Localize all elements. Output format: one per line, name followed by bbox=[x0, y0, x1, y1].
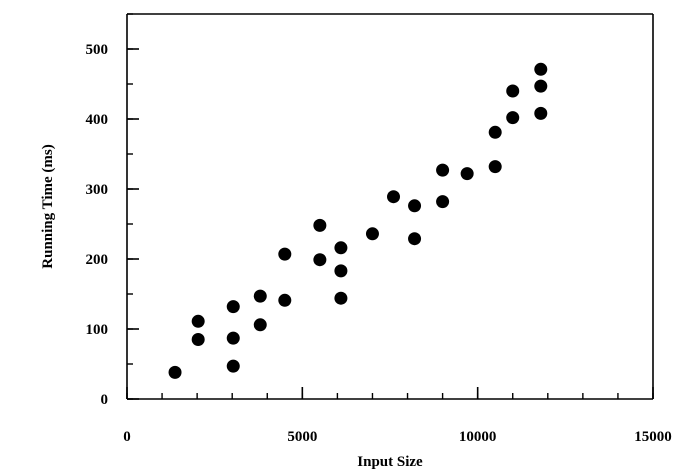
x-tick-label: 0 bbox=[123, 429, 131, 445]
y-axis-title: Running Time (ms) bbox=[40, 144, 56, 268]
data-point bbox=[408, 232, 422, 246]
y-tick-labels: 0 100 200 300 400 500 bbox=[86, 42, 109, 408]
data-points bbox=[168, 62, 548, 379]
y-tick-label: 500 bbox=[86, 42, 109, 58]
y-tick-label: 300 bbox=[86, 182, 109, 198]
data-point bbox=[534, 106, 548, 120]
data-point bbox=[313, 253, 327, 267]
data-point bbox=[534, 62, 548, 76]
data-point bbox=[408, 199, 422, 213]
data-point bbox=[506, 111, 520, 125]
data-point bbox=[278, 247, 292, 261]
data-point bbox=[534, 79, 548, 93]
x-tick-labels: 0 5000 10000 15000 bbox=[123, 429, 672, 445]
data-point bbox=[191, 314, 205, 328]
data-point bbox=[488, 125, 502, 139]
data-point bbox=[313, 218, 327, 232]
y-tick-label: 400 bbox=[86, 112, 109, 128]
x-axis-title: Input Size bbox=[357, 454, 423, 470]
data-point bbox=[226, 331, 240, 345]
x-tick-label: 10000 bbox=[459, 429, 497, 445]
x-tick-label: 5000 bbox=[287, 429, 317, 445]
minor-ticks bbox=[126, 13, 654, 400]
data-point bbox=[488, 160, 502, 174]
data-point bbox=[334, 241, 348, 255]
data-point bbox=[168, 365, 182, 379]
y-tick-label: 200 bbox=[86, 252, 109, 268]
data-point bbox=[226, 300, 240, 314]
data-point bbox=[436, 163, 450, 177]
data-point bbox=[334, 291, 348, 305]
data-point bbox=[191, 333, 205, 346]
data-point bbox=[436, 195, 450, 209]
data-point bbox=[365, 227, 379, 241]
x-tick-label: 15000 bbox=[634, 429, 672, 445]
data-point bbox=[253, 289, 267, 303]
data-point bbox=[334, 264, 348, 278]
data-point bbox=[253, 318, 267, 332]
y-tick-label: 100 bbox=[86, 322, 109, 338]
plot-frame bbox=[126, 13, 654, 400]
data-point bbox=[506, 84, 520, 98]
major-ticks bbox=[126, 48, 654, 400]
data-point bbox=[278, 293, 292, 307]
data-point bbox=[460, 167, 474, 181]
data-point bbox=[387, 190, 401, 204]
data-point bbox=[226, 359, 240, 373]
y-tick-label: 0 bbox=[101, 392, 109, 408]
